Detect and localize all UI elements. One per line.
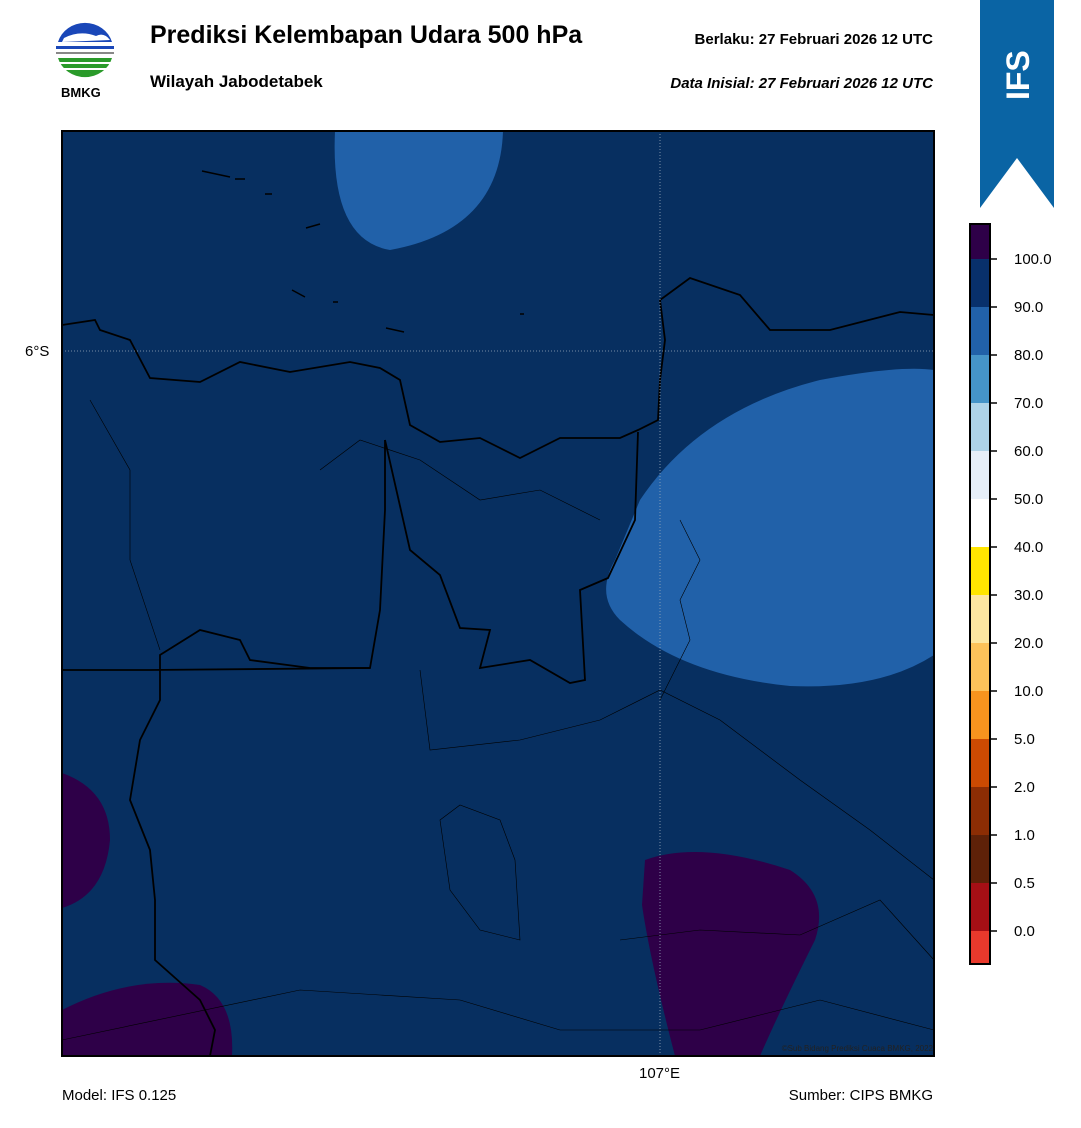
colorbar-label: 0.0 [1014, 923, 1035, 940]
colorbar-label: 1.0 [1014, 827, 1035, 844]
colorbar-segment [970, 224, 990, 259]
colorbar-segment [970, 787, 990, 835]
colorbar-label: 90.0 [1014, 299, 1043, 316]
colorbar-frame [969, 223, 991, 965]
colorbar-segment [970, 403, 990, 451]
colorbar-label: 20.0 [1014, 635, 1043, 652]
colorbar-segment [970, 739, 990, 787]
colorbar-segment [970, 499, 990, 547]
colorbar-label: 30.0 [1014, 587, 1043, 604]
logo-text: BMKG [61, 85, 101, 100]
logo [56, 22, 114, 78]
colorbar-segment [970, 883, 990, 931]
valid-time: Berlaku: 27 Februari 2026 12 UTC [694, 31, 933, 48]
model: Model: IFS 0.125 [62, 1087, 177, 1104]
colorbar-label: 70.0 [1014, 395, 1043, 412]
colorbar-label: 40.0 [1014, 539, 1043, 556]
colorbar-segment [970, 259, 990, 307]
colorbar-segment [970, 547, 990, 595]
colorbar-label: 5.0 [1014, 731, 1035, 748]
lat-label: 6°S [25, 343, 50, 360]
init-time: Data Inisial: 27 Februari 2026 12 UTC [670, 75, 933, 92]
ifs-badge: IFS [1000, 50, 1036, 100]
colorbar: 0.0 0.5 1.0 2.0 5.0 10.0 20.0 30.0 40.0 50.0 60.0 7… [969, 223, 1052, 965]
colorbar-label: 80.0 [1014, 347, 1043, 364]
colorbar-label: 10.0 [1014, 683, 1043, 700]
lon-label: 107°E [639, 1065, 681, 1082]
colorbar-label: 50.0 [1014, 491, 1043, 508]
map-frame [61, 130, 935, 1057]
title: Prediksi Kelembapan Udara 500 hPa [150, 21, 583, 49]
map [62, 131, 934, 1056]
colorbar-segment [970, 307, 990, 355]
colorbar-label: 60.0 [1014, 443, 1043, 460]
colorbar-segment [970, 931, 990, 964]
colorbar-segment [970, 835, 990, 883]
colorbar-label: 100.0 [1014, 251, 1052, 268]
subtitle: Wilayah Jabodetabek [150, 72, 323, 91]
ifs-ribbon [980, 0, 1054, 208]
colorbar-label: 0.5 [1014, 875, 1035, 892]
credit: ©Sub Bidang Prediksi Cuaca BMKG, 2022 [781, 1044, 933, 1053]
colorbar-label: 2.0 [1014, 779, 1035, 796]
colorbar-segment [970, 691, 990, 739]
colorbar-segment [970, 355, 990, 403]
colorbar-segment [970, 595, 990, 643]
colorbar-segment [970, 643, 990, 691]
source: Sumber: CIPS BMKG [788, 1087, 933, 1104]
colorbar-segment [970, 451, 990, 499]
